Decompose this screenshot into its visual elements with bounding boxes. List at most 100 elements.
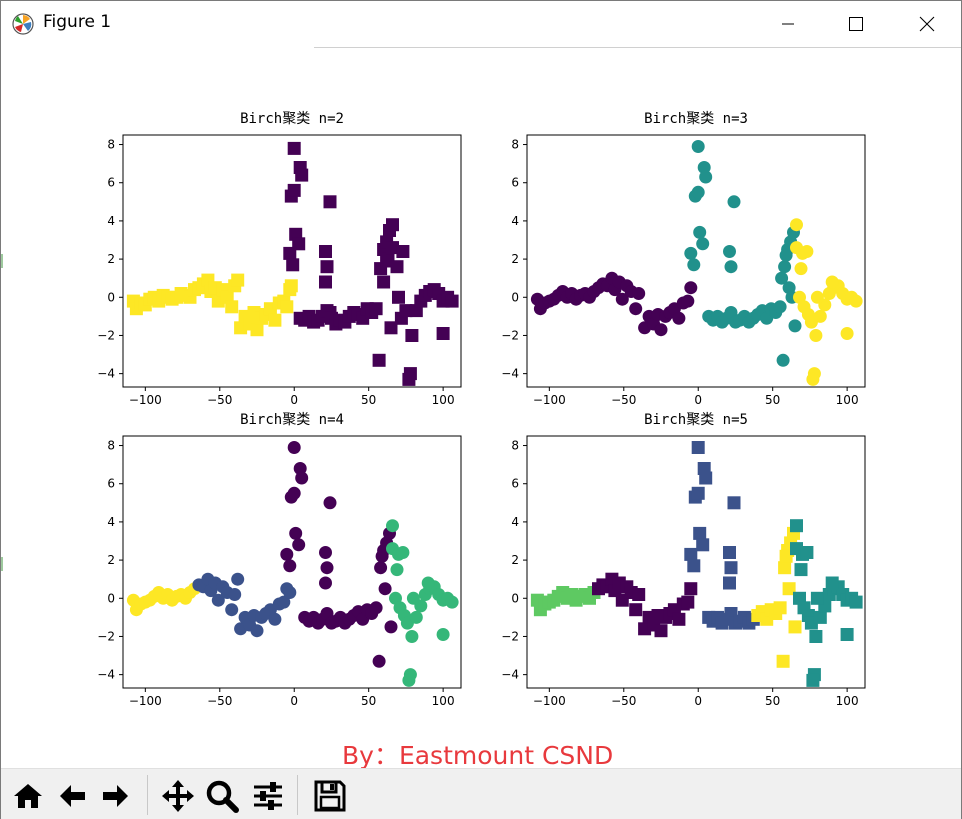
data-point: [776, 654, 790, 668]
data-point: [319, 576, 332, 590]
subplot-3[interactable]: −100 −50 0 50 100 −4 −2 0 2 4 6 8 Birch聚类 n=4: [97, 412, 462, 708]
x-tick-label: 50: [765, 393, 780, 407]
data-point: [372, 654, 386, 668]
pan-button[interactable]: [159, 778, 197, 814]
y-tick-label: −4: [97, 367, 115, 381]
data-point: [691, 441, 705, 454]
maximize-button[interactable]: [825, 1, 887, 47]
data-point: [800, 245, 814, 258]
x-tick-label: 0: [694, 393, 702, 407]
data-point: [778, 260, 792, 274]
data-point: [283, 586, 297, 599]
y-tick-label: 8: [511, 439, 519, 453]
y-tick-label: 4: [511, 214, 519, 228]
window-title: Figure 1: [43, 12, 112, 32]
data-point: [225, 300, 239, 314]
zoom-icon: [206, 780, 239, 813]
title-divider: [314, 47, 961, 48]
x-tick-label: −50: [207, 694, 232, 708]
x-tick-label: −50: [207, 393, 232, 407]
close-icon: [919, 16, 935, 32]
data-point: [436, 628, 450, 641]
data-point: [396, 245, 410, 258]
data-point: [794, 262, 808, 276]
y-tick-label: −4: [97, 668, 115, 682]
x-tick-label: 100: [836, 694, 859, 708]
navigation-toolbar: [1, 768, 961, 819]
data-point: [378, 582, 392, 596]
y-tick-label: 6: [511, 176, 519, 190]
watermark-text: By：Eastmount CSND: [342, 741, 614, 770]
back-button[interactable]: [53, 778, 91, 814]
maximize-icon: [849, 17, 863, 31]
data-point: [319, 245, 332, 258]
data-point: [402, 673, 416, 687]
data-point: [809, 329, 823, 342]
y-tick-label: 0: [107, 290, 115, 304]
data-point: [727, 195, 741, 209]
data-point: [250, 323, 264, 337]
data-point: [788, 319, 802, 333]
data-point: [323, 195, 337, 209]
subplots-button[interactable]: [249, 778, 287, 814]
data-point: [672, 311, 686, 325]
y-tick-label: 8: [511, 138, 519, 152]
data-point: [782, 582, 796, 596]
data-point: [289, 526, 303, 540]
x-tick-label: 0: [694, 694, 702, 708]
x-tick-label: −100: [533, 393, 566, 407]
subplot-title: Birch聚类 n=2: [240, 111, 344, 127]
subplot-1[interactable]: −100 −50 0 50 100 −4 −2 0 2 4 6 8 Birch聚类 n=2: [97, 111, 462, 407]
data-point: [323, 496, 337, 510]
subplot-4[interactable]: −100 −50 0 50 100 −4 −2 0 2 4 6 8 Birch聚类 n=5: [501, 412, 866, 708]
data-point: [320, 260, 334, 274]
data-point: [384, 620, 398, 634]
title-bar[interactable]: Figure 1: [1, 1, 961, 47]
x-tick-label: 50: [765, 694, 780, 708]
forward-button[interactable]: [97, 778, 135, 814]
y-tick-label: −4: [501, 668, 519, 682]
toolbar-separator: [147, 775, 148, 815]
data-point: [405, 329, 419, 342]
x-tick-label: 0: [290, 393, 298, 407]
toolbar-separator: [297, 775, 298, 815]
data-point: [287, 141, 301, 155]
y-tick-label: 8: [107, 138, 115, 152]
x-tick-label: −50: [611, 393, 636, 407]
data-point: [277, 595, 291, 609]
data-point: [810, 290, 824, 304]
subplot-title: Birch聚类 n=3: [644, 111, 748, 127]
data-point: [286, 258, 300, 272]
x-tick-label: 100: [432, 393, 455, 407]
data-point: [790, 218, 803, 232]
data-point: [392, 290, 405, 304]
data-point: [825, 275, 839, 289]
data-point: [292, 538, 306, 552]
data-point: [268, 313, 282, 327]
home-button[interactable]: [9, 778, 47, 814]
edge-mark: [1, 254, 3, 268]
close-button[interactable]: [896, 1, 958, 47]
data-point: [390, 260, 404, 274]
data-point: [724, 260, 738, 274]
figure-canvas[interactable]: −100 −50 0 50 100 −4 −2 0 2 4 6 8 Birch聚类 n=2 −100 −50…: [1, 48, 961, 768]
minimize-button[interactable]: [757, 1, 819, 47]
data-point: [402, 372, 416, 386]
y-tick-label: 4: [511, 515, 519, 529]
subplot-2[interactable]: −100 −50 0 50 100 −4 −2 0 2 4 6 8 Birch聚类 n=3: [501, 111, 866, 407]
zoom-button[interactable]: [203, 778, 241, 814]
data-point: [377, 275, 391, 289]
data-point: [691, 185, 705, 199]
x-tick-label: −100: [533, 694, 566, 708]
save-button[interactable]: [311, 778, 349, 814]
data-point: [684, 582, 698, 596]
y-tick-label: 6: [107, 477, 115, 491]
edge-mark: [1, 557, 3, 571]
data-point: [320, 561, 334, 575]
data-point: [681, 294, 695, 308]
data-point: [775, 271, 789, 285]
data-point: [268, 612, 282, 626]
x-tick-label: −100: [129, 393, 162, 407]
minimize-icon: [782, 23, 794, 25]
